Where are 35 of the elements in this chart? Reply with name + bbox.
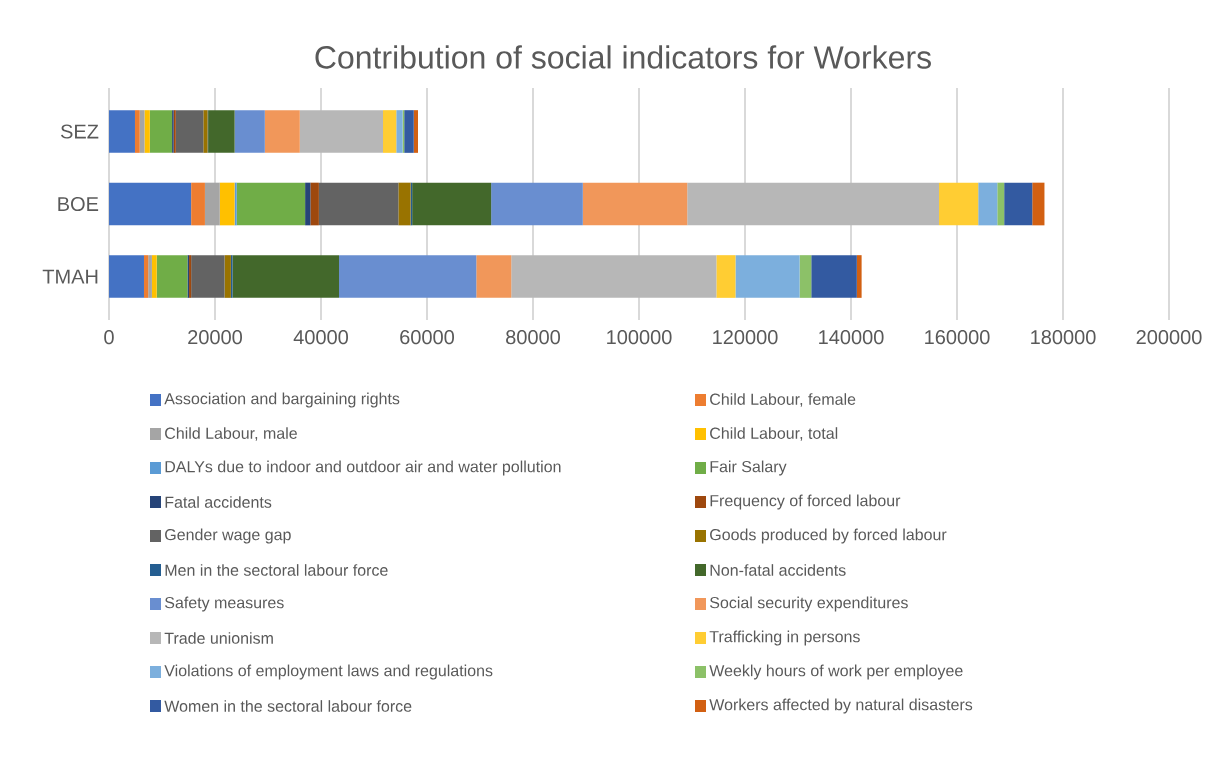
x-tick-label: 120000 xyxy=(713,330,778,345)
legend-label: Fatal accidents xyxy=(165,496,272,508)
x-tick-label: 160000 xyxy=(925,330,990,345)
legend-label: Goods produced by forced labour xyxy=(710,528,947,544)
y-tick-label: TMAH xyxy=(42,269,98,284)
legend-label: Association and bargaining rights xyxy=(164,392,400,408)
x-tick-label: 80000 xyxy=(506,330,561,345)
x-tick-label: 20000 xyxy=(188,330,243,345)
chart-title: Contribution of social indicators for Workers xyxy=(315,45,931,69)
legend-label: Violations of employment laws and regulations xyxy=(164,664,493,680)
legend-label: Child Labour, total xyxy=(710,427,838,441)
legend-label: Child Labour, male xyxy=(165,427,297,441)
legend-label: Fair Salary xyxy=(710,460,787,476)
legend-label: Trade unionism xyxy=(164,632,273,644)
legend-label: Gender wage gap xyxy=(165,528,291,544)
legend-label: Workers affected by natural disasters xyxy=(709,698,973,714)
legend-label: Social security expenditures xyxy=(710,596,908,612)
legend-label: Weekly hours of work per employee xyxy=(709,664,963,680)
legend-label: Safety measures xyxy=(165,596,284,612)
legend-label: Women in the sectoral labour force xyxy=(164,700,412,712)
x-tick-label: 140000 xyxy=(819,330,884,345)
y-tick-label: BOE xyxy=(58,196,99,212)
x-tick-label: 40000 xyxy=(293,330,349,345)
x-tick-label: 180000 xyxy=(1031,330,1096,345)
x-tick-label: 100000 xyxy=(607,330,672,345)
legend-label: Men in the sectoral labour force xyxy=(165,564,388,576)
legend-label: Non-fatal accidents xyxy=(710,564,846,576)
legend-label: DALYs due to indoor and outdoor air and water pollution xyxy=(165,460,561,476)
legend-label: Trafficking in persons xyxy=(709,630,860,646)
x-tick-label: 0 xyxy=(104,330,114,345)
legend-label: Child Labour, female xyxy=(710,393,856,407)
x-tick-label: 60000 xyxy=(400,330,455,345)
legend-label: Frequency of forced labour xyxy=(710,494,901,510)
x-tick-label: 200000 xyxy=(1136,330,1202,345)
y-tick-label: SEZ xyxy=(60,124,99,139)
